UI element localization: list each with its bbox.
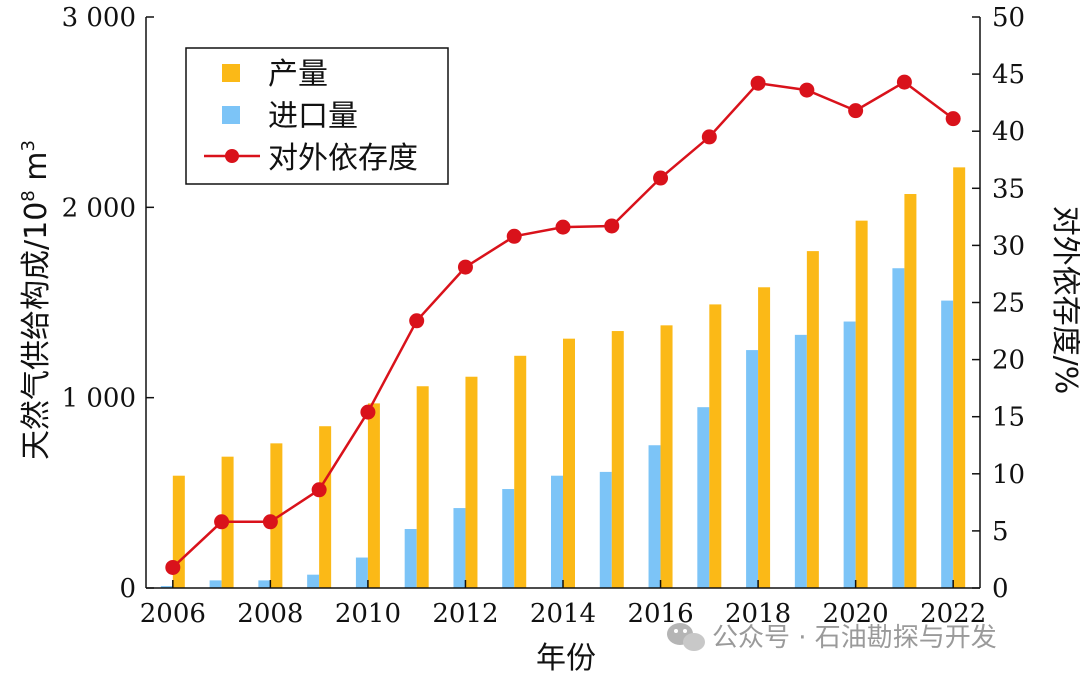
bar-production-2017: [709, 304, 722, 588]
bar-import-2016: [648, 445, 661, 588]
bar-production-2014: [563, 338, 575, 588]
point-dependence-2012: [457, 259, 473, 275]
x-tick-label-2020: 2020: [823, 599, 889, 629]
bar-import-2017: [697, 407, 710, 588]
y-axis-title: 天然气供给构成/108 m3: [18, 140, 54, 460]
y2-axis-ticks: 0 5 10 15 20 25 30 35 40 45 50: [972, 3, 1025, 604]
point-dependence-2016: [653, 170, 669, 186]
y2-tick-label-25: 25: [992, 289, 1025, 319]
y2-tick-label-10: 10: [992, 460, 1025, 490]
point-dependence-2018: [750, 75, 766, 91]
x-tick-label-2008: 2008: [237, 599, 303, 629]
legend-swatch-dependence-marker: [225, 149, 239, 163]
point-dependence-2006: [165, 559, 181, 575]
point-dependence-2010: [360, 404, 376, 420]
bar-import-2019: [794, 334, 807, 588]
bar-import-2020: [843, 321, 856, 588]
y-tick-label-0: 0: [119, 574, 136, 604]
x-tick-label-2014: 2014: [530, 599, 596, 629]
bar-production-2010: [367, 403, 380, 588]
x-tick-label-2010: 2010: [335, 599, 401, 629]
legend-label-dependence: 对外依存度: [268, 141, 418, 176]
watermark-text: 公众号 · 石油勘探与开发: [712, 623, 997, 653]
bar-production-2008: [270, 443, 283, 588]
x-tick-label-2006: 2006: [140, 599, 206, 629]
bar-import-2022: [941, 300, 954, 588]
bar-import-2010: [355, 557, 368, 588]
bar-production-2013: [514, 355, 527, 588]
point-dependence-2008: [262, 514, 278, 530]
bar-import-2015: [599, 471, 612, 588]
point-dependence-2017: [701, 129, 717, 145]
y2-tick-label-20: 20: [992, 346, 1025, 376]
bar-import-2009: [307, 574, 320, 588]
bar-production-2012: [465, 376, 478, 588]
y2-tick-label-15: 15: [992, 403, 1025, 433]
bar-import-2012: [453, 508, 466, 588]
point-dependence-2007: [214, 514, 230, 530]
bar-production-2015: [611, 331, 624, 588]
bar-production-2011: [416, 386, 429, 588]
legend-label-production: 产量: [268, 57, 328, 92]
point-dependence-2011: [409, 313, 425, 329]
wechat-icon: [667, 623, 705, 651]
x-axis-title: 年份: [536, 641, 596, 676]
y-axis-title-main: 天然气供给构成/10: [19, 202, 54, 460]
bar-import-2014: [551, 475, 563, 588]
y2-tick-label-5: 5: [992, 517, 1009, 547]
y-tick-label-2000: 2 000: [62, 193, 136, 223]
bar-import-2011: [404, 528, 417, 588]
y2-tick-label-30: 30: [992, 231, 1025, 261]
bar-production-2009: [319, 426, 332, 588]
legend: 产量 进口量 对外依存度: [185, 47, 449, 185]
bar-import-2018: [746, 350, 759, 588]
x-tick-label-2022: 2022: [920, 599, 986, 629]
point-dependence-2019: [799, 82, 815, 98]
bar-import-2006: [160, 586, 173, 588]
bar-production-2022: [953, 167, 966, 588]
bar-production-2020: [855, 220, 868, 588]
legend-swatch-import: [222, 106, 240, 124]
bar-import-2007: [209, 580, 222, 588]
x-tick-label-2012: 2012: [432, 599, 498, 629]
y-axis-title-sup1: 8: [18, 190, 39, 201]
y-axis-title-unit: m: [19, 151, 54, 190]
y2-tick-label-35: 35: [992, 174, 1025, 204]
point-dependence-2020: [848, 103, 864, 119]
bar-production-2019: [806, 251, 819, 589]
legend-swatch-production: [222, 64, 240, 82]
point-dependence-2014: [555, 219, 571, 235]
y2-tick-label-0: 0: [992, 574, 1009, 604]
y2-axis-title: 对外依存度/%: [1048, 206, 1080, 395]
y2-tick-label-40: 40: [992, 117, 1025, 147]
bar-production-2021: [904, 194, 917, 588]
point-dependence-2022: [945, 111, 961, 127]
point-dependence-2009: [311, 482, 327, 498]
bar-import-2008: [258, 580, 271, 588]
y-tick-label-1000: 1 000: [62, 384, 136, 414]
bars-layer: [160, 167, 966, 589]
bar-production-2018: [758, 287, 771, 588]
x-tick-label-2018: 2018: [725, 599, 791, 629]
y-tick-label-3000: 3 000: [62, 3, 136, 33]
bar-import-2021: [892, 268, 905, 588]
bar-import-2013: [502, 489, 515, 588]
point-dependence-2021: [896, 74, 912, 90]
line-layer: [165, 74, 961, 575]
watermark: 公众号 · 石油勘探与开发: [667, 623, 997, 653]
y2-tick-label-50: 50: [992, 3, 1025, 33]
point-dependence-2015: [604, 218, 620, 234]
x-axis-ticks: 2006 2008 2010 2012 2014 2016 2018 2020 2022: [140, 580, 986, 629]
legend-label-import: 进口量: [268, 99, 358, 134]
y-axis-title-sup2: 3: [18, 140, 39, 151]
y2-tick-label-45: 45: [992, 60, 1025, 90]
point-dependence-2013: [506, 228, 522, 244]
bar-production-2016: [660, 325, 673, 588]
y-axis-ticks: 0 1 000 2 000 3 000: [62, 3, 154, 604]
